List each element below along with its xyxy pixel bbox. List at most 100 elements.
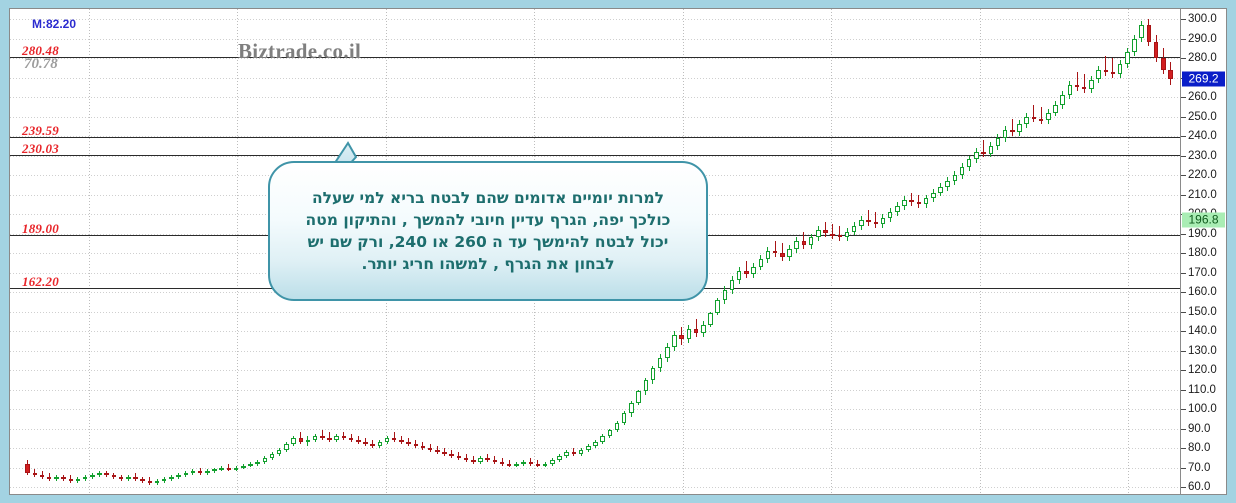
candle-wick bbox=[487, 453, 489, 462]
candle-up bbox=[1017, 124, 1022, 133]
candle-up bbox=[1067, 85, 1073, 96]
candle-up bbox=[923, 198, 929, 205]
candle-down bbox=[442, 451, 447, 454]
candle-up bbox=[97, 473, 102, 476]
axis-tick-label: 170.0 bbox=[1188, 266, 1217, 279]
candle-down bbox=[356, 440, 361, 443]
candle-up bbox=[276, 449, 282, 454]
candle-wick bbox=[300, 432, 302, 445]
hgrid-line bbox=[10, 38, 1180, 40]
candle-wick bbox=[321, 430, 323, 441]
axis-tick-label: 230.0 bbox=[1188, 149, 1217, 162]
axis-tick bbox=[1181, 194, 1186, 196]
candle-down bbox=[1010, 130, 1015, 133]
candle-up bbox=[521, 461, 526, 464]
candle-wick bbox=[918, 194, 920, 209]
candle-down bbox=[535, 463, 541, 466]
candle-down bbox=[1103, 69, 1108, 72]
candle-wick bbox=[422, 442, 424, 450]
candle-down bbox=[449, 453, 454, 456]
candle-up bbox=[233, 467, 239, 470]
candle-up bbox=[54, 477, 59, 480]
candle-down bbox=[298, 438, 303, 443]
candle-up bbox=[758, 258, 763, 267]
candle-down bbox=[772, 251, 778, 254]
analysis-callout[interactable]: למרות יומיים אדומים שהם לבטח בריא למי שע… bbox=[268, 161, 708, 301]
candle-up bbox=[593, 442, 598, 446]
candle-down bbox=[1081, 87, 1087, 90]
candle-up bbox=[722, 290, 728, 300]
axis-tick bbox=[1181, 155, 1186, 157]
candle-wick bbox=[1076, 71, 1078, 92]
hgrid-line bbox=[10, 58, 1180, 59]
month-high-label: M:82.20 bbox=[32, 17, 77, 31]
candle-down bbox=[1038, 118, 1044, 121]
candle-up bbox=[621, 412, 627, 423]
candle-down bbox=[1161, 58, 1166, 70]
axis-tick bbox=[1181, 233, 1186, 235]
candle-up bbox=[248, 463, 253, 466]
candle-down bbox=[866, 219, 871, 222]
vgrid-line bbox=[237, 9, 238, 494]
candle-wick bbox=[228, 463, 230, 472]
candle-wick bbox=[803, 231, 805, 250]
hgrid-line bbox=[10, 448, 1180, 449]
hgrid-line bbox=[10, 487, 1180, 488]
axis-tick-label: 90.0 bbox=[1188, 422, 1211, 435]
candle-up bbox=[255, 461, 260, 464]
candle-up bbox=[959, 167, 965, 175]
hgrid-line bbox=[10, 467, 1180, 469]
candle-up bbox=[614, 422, 620, 431]
price-axis[interactable]: 300.0290.0280.0270.0260.0250.0240.0230.0… bbox=[1181, 8, 1227, 495]
candle-wick bbox=[48, 473, 50, 482]
level-price-badge[interactable]: 196.8 bbox=[1182, 212, 1225, 228]
candle-wick bbox=[983, 139, 984, 158]
hgrid-line bbox=[10, 428, 1180, 430]
candle-down bbox=[413, 444, 418, 447]
candle-wick bbox=[1040, 106, 1042, 125]
candle-down bbox=[406, 442, 411, 445]
candle-down bbox=[420, 446, 426, 449]
candle-up bbox=[1096, 69, 1101, 80]
candle-down bbox=[68, 479, 73, 482]
candle-up bbox=[643, 379, 648, 392]
candle-wick bbox=[1011, 118, 1013, 136]
candle-down bbox=[140, 479, 145, 482]
candle-up bbox=[686, 329, 692, 339]
candle-down bbox=[909, 200, 914, 203]
axis-tick bbox=[1181, 389, 1186, 391]
current-price-badge[interactable]: 269.2 bbox=[1182, 71, 1225, 87]
candle-wick bbox=[134, 473, 136, 482]
candle-wick bbox=[41, 471, 43, 480]
candle-up bbox=[169, 477, 174, 480]
price-chart-plot-area[interactable]: 280.48 239.59 230.03 189.00 162.20 70.78 M:82… bbox=[9, 8, 1181, 495]
candle-up bbox=[269, 453, 275, 458]
candlestick-series bbox=[10, 9, 1180, 494]
hgrid-line bbox=[10, 19, 1180, 20]
candle-up bbox=[952, 175, 958, 181]
axis-tick-label: 70.0 bbox=[1188, 461, 1211, 474]
support-189-label: 189.00 bbox=[22, 221, 59, 237]
candle-wick bbox=[329, 432, 330, 443]
axis-tick-label: 180.0 bbox=[1188, 247, 1217, 259]
candle-down bbox=[39, 475, 45, 478]
candle-up bbox=[1139, 24, 1144, 39]
candle-up bbox=[578, 449, 584, 454]
candle-down bbox=[341, 436, 347, 439]
axis-tick bbox=[1181, 253, 1186, 254]
candle-wick bbox=[1105, 56, 1107, 76]
candle-down bbox=[370, 444, 375, 447]
candle-wick bbox=[774, 241, 776, 257]
candle-wick bbox=[537, 459, 539, 468]
hgrid-line bbox=[10, 97, 1180, 98]
candle-up bbox=[636, 391, 641, 404]
candle-up bbox=[794, 241, 799, 250]
candle-up bbox=[1024, 116, 1029, 125]
candle-up bbox=[557, 455, 562, 460]
axis-tick-label: 250.0 bbox=[1188, 110, 1217, 123]
vgrid-line bbox=[89, 9, 90, 494]
vgrid-line bbox=[1128, 9, 1129, 494]
candle-up bbox=[650, 368, 656, 380]
candle-wick bbox=[839, 225, 841, 242]
candle-wick bbox=[451, 449, 453, 458]
